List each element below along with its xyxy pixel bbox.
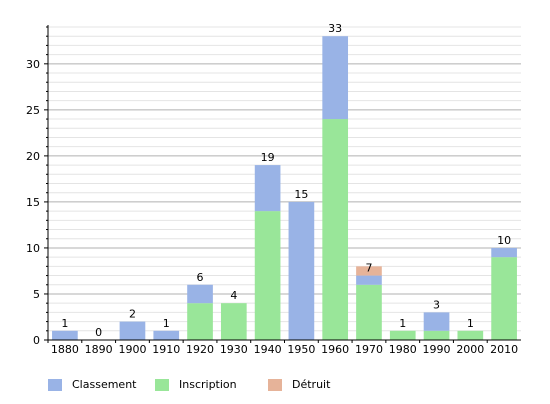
legend-item-classement: Classement <box>48 378 136 391</box>
bar-segment-classement-1950 <box>288 201 315 340</box>
legend: Classement Inscription Détruit <box>0 378 550 398</box>
legend-swatch-detruit <box>268 378 282 391</box>
data-label-1970: 7 <box>365 262 372 275</box>
bar-segment-inscription-1930 <box>220 303 247 340</box>
data-label-1940: 19 <box>261 151 275 164</box>
x-tick-label-1880: 1880 <box>51 343 79 356</box>
bar-segment-classement-1940 <box>254 165 281 212</box>
legend-item-detruit: Détruit <box>268 378 330 391</box>
data-label-1960: 33 <box>328 22 342 35</box>
bar-segment-inscription-1940 <box>254 211 281 340</box>
x-tick-label-1890: 1890 <box>85 343 113 356</box>
x-tick-label-1970: 1970 <box>355 343 383 356</box>
legend-label-detruit: Détruit <box>292 378 331 391</box>
x-tick-label-1910: 1910 <box>152 343 180 356</box>
y-tick-label: 5 <box>33 288 40 301</box>
data-label-1930: 4 <box>230 289 237 302</box>
legend-label-classement: Classement <box>72 378 137 391</box>
x-tick-label-1950: 1950 <box>287 343 315 356</box>
data-label-1890: 0 <box>95 326 102 339</box>
y-tick-label: 25 <box>26 104 40 117</box>
bar-segment-inscription-1980 <box>389 330 416 340</box>
x-tick-label-1960: 1960 <box>321 343 349 356</box>
data-label-1900: 2 <box>129 308 136 321</box>
bar-segment-classement-2010 <box>491 247 517 258</box>
legend-item-inscription: Inscription <box>155 378 237 391</box>
y-tick-label: 30 <box>26 58 40 71</box>
bar-segment-dtruit-1970 <box>356 266 382 276</box>
bar-segment-inscription-1970 <box>356 284 382 340</box>
bar-segment-classement-1970 <box>356 275 382 285</box>
x-tick-label-1900: 1900 <box>118 343 146 356</box>
x-tick-label-2000: 2000 <box>456 343 484 356</box>
data-label-1880: 1 <box>61 317 68 330</box>
y-tick-label: 0 <box>33 334 40 347</box>
bar-segment-classement-1960 <box>322 36 349 120</box>
bar-segment-classement-1990 <box>423 312 450 331</box>
data-label-1910: 1 <box>163 317 170 330</box>
y-tick-label: 10 <box>26 242 40 255</box>
legend-swatch-classement <box>48 378 62 391</box>
bar-segment-classement-1920 <box>187 284 213 304</box>
bar-segment-inscription-2010 <box>491 257 517 340</box>
bar-segment-classement-1900 <box>119 321 146 340</box>
data-label-2000: 1 <box>467 317 474 330</box>
bar-segment-classement-1910 <box>153 330 180 340</box>
bar-segment-inscription-1920 <box>187 303 213 340</box>
data-label-1990: 3 <box>433 298 440 311</box>
x-tick-label-1980: 1980 <box>389 343 417 356</box>
bar-segment-classement-1880 <box>52 330 78 340</box>
x-tick-label-1920: 1920 <box>186 343 214 356</box>
legend-swatch-inscription <box>155 378 169 391</box>
bar-segment-inscription-1990 <box>423 330 450 340</box>
data-label-2010: 10 <box>497 234 511 247</box>
x-tick-label-1930: 1930 <box>220 343 248 356</box>
data-label-1950: 15 <box>294 188 308 201</box>
y-tick-label: 15 <box>26 196 40 209</box>
x-tick-label-2010: 2010 <box>490 343 518 356</box>
data-label-1920: 6 <box>197 271 204 284</box>
data-label-1980: 1 <box>399 317 406 330</box>
bar-segment-inscription-1960 <box>322 119 349 340</box>
legend-label-inscription: Inscription <box>179 378 237 391</box>
x-tick-label-1940: 1940 <box>254 343 282 356</box>
y-tick-label: 20 <box>26 150 40 163</box>
bar-segment-inscription-2000 <box>457 330 484 340</box>
x-tick-label-1990: 1990 <box>423 343 451 356</box>
